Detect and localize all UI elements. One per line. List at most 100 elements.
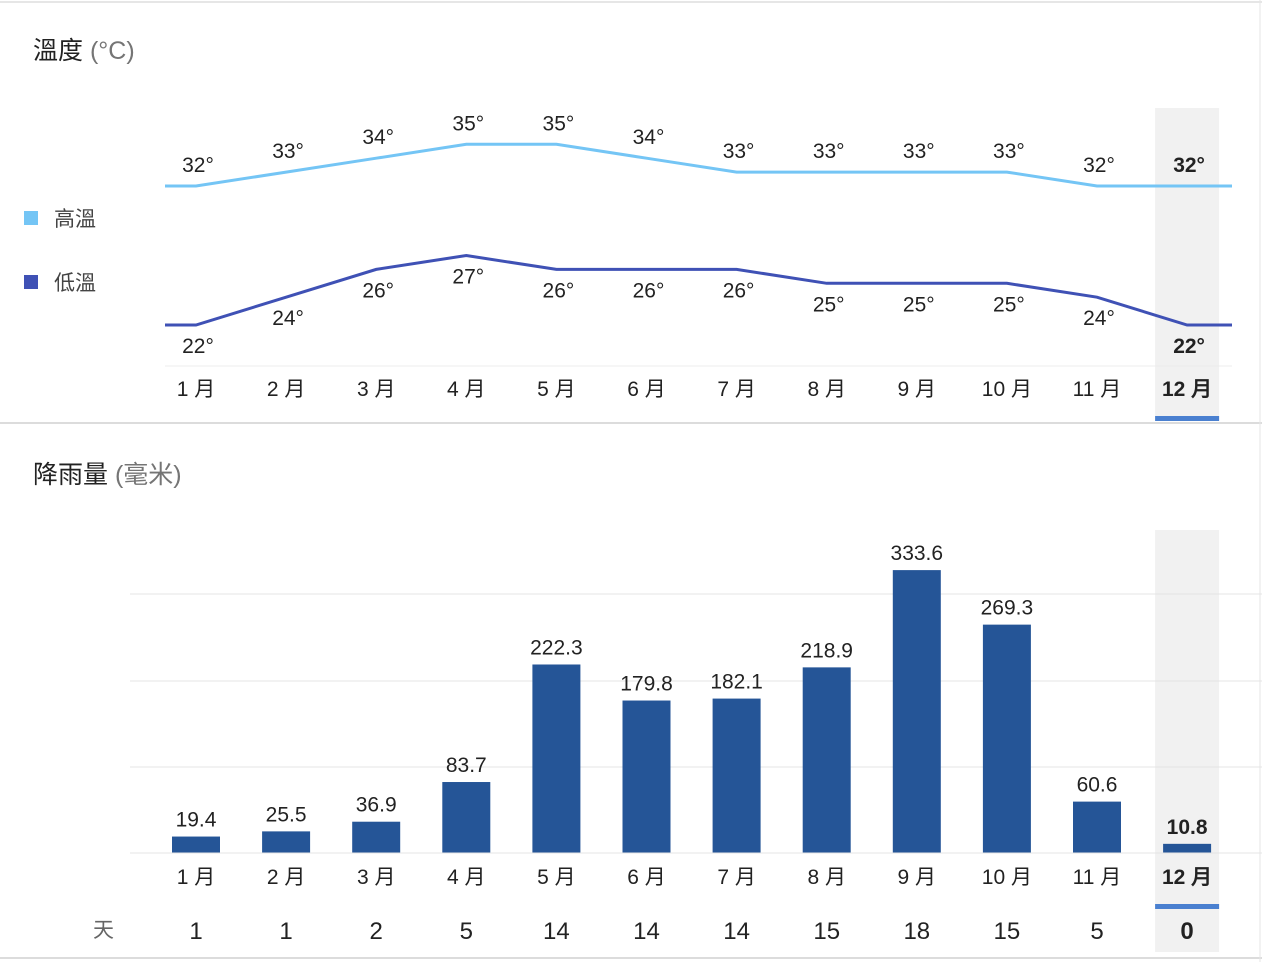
rain-days-value: 14	[633, 918, 660, 945]
x-tick-label: 3 月	[357, 378, 396, 401]
bar-value-label: 218.9	[800, 639, 853, 662]
data-label-high: 34°	[633, 126, 665, 149]
rain-days-value: 15	[813, 918, 840, 945]
x-tick-label: 6 月	[627, 866, 666, 889]
bar-value-label: 333.6	[891, 542, 944, 565]
data-label-high: 33°	[903, 140, 935, 163]
legend-high: 高溫	[24, 203, 96, 233]
bar	[892, 570, 941, 853]
bar-value-label: 10.8	[1167, 816, 1208, 839]
data-label-high: 35°	[543, 112, 575, 135]
bar	[622, 700, 671, 853]
legend-high-swatch	[24, 211, 38, 225]
data-label-low: 25°	[993, 293, 1025, 316]
bar	[172, 836, 220, 853]
x-tick-label: 11 月	[1073, 866, 1122, 889]
x-tick-label: 2 月	[267, 378, 306, 401]
bar-value-label: 182.1	[710, 671, 763, 694]
data-label-high: 32°	[1083, 154, 1115, 177]
bar	[262, 831, 311, 853]
data-label-low: 24°	[272, 307, 304, 330]
highlight-column-temp	[1155, 108, 1220, 420]
bar-value-label: 25.5	[266, 803, 307, 826]
x-tick-label: 11 月	[1073, 378, 1122, 401]
rainfall-title: 降雨量 (毫米)	[33, 455, 182, 491]
bar-value-label: 83.7	[446, 754, 487, 777]
rain-days-value: 5	[460, 918, 473, 945]
data-label-low: 26°	[543, 279, 575, 302]
x-tick-label: 6 月	[627, 378, 666, 401]
data-label-high: 32°	[182, 154, 214, 177]
bar-value-label: 19.4	[176, 809, 217, 832]
bar-value-label: 269.3	[981, 597, 1034, 620]
x-tick-label: 3 月	[357, 866, 396, 889]
legend-low: 低溫	[24, 267, 96, 297]
x-tick-label: 5 月	[537, 378, 576, 401]
data-label-high: 33°	[272, 140, 304, 163]
rain-days-value: 14	[543, 918, 570, 945]
x-tick-label: 7 月	[717, 378, 756, 401]
x-tick-label: 8 月	[807, 378, 846, 401]
bar	[802, 667, 851, 853]
bar	[352, 821, 401, 853]
x-tick-label: 9 月	[898, 378, 937, 401]
highlight-underline-rain	[1155, 904, 1220, 909]
rain-days-value: 5	[1090, 918, 1103, 945]
data-label-low: 26°	[633, 279, 665, 302]
bar	[1073, 801, 1121, 853]
x-tick-label: 9 月	[898, 866, 937, 889]
temperature-unit: (°C)	[89, 37, 135, 65]
x-tick-label: 12 月	[1162, 866, 1212, 889]
rainfall-unit: (毫米)	[114, 461, 182, 489]
data-label-high: 34°	[362, 126, 394, 149]
x-tick-label: 12 月	[1162, 378, 1212, 401]
data-label-high: 33°	[993, 140, 1025, 163]
x-tick-label: 1 月	[177, 378, 216, 401]
data-label-high: 32°	[1173, 154, 1205, 177]
data-label-low: 22°	[1173, 335, 1205, 358]
data-label-low: 24°	[1083, 307, 1115, 330]
x-tick-label: 10 月	[982, 866, 1032, 889]
x-tick-label: 4 月	[447, 378, 486, 401]
data-label-low: 25°	[813, 293, 845, 316]
bar-value-label: 179.8	[620, 673, 673, 696]
legend-low-label: 低溫	[54, 272, 96, 295]
series-line-low	[165, 253, 1232, 327]
highlight-column-rain	[1155, 530, 1220, 952]
data-label-high: 35°	[452, 112, 484, 135]
legend-high-label: 高溫	[54, 208, 96, 231]
x-tick-label: 7 月	[717, 866, 756, 889]
data-label-low: 22°	[182, 335, 214, 358]
rain-days-value: 14	[723, 918, 750, 945]
data-label-low: 26°	[362, 279, 394, 302]
bar	[982, 624, 1031, 853]
days-label: 天	[93, 919, 114, 942]
bar	[532, 664, 581, 853]
rain-days-value: 18	[903, 918, 930, 945]
x-tick-label: 2 月	[267, 866, 306, 889]
rain-days-value: 2	[370, 918, 383, 945]
x-tick-label: 4 月	[447, 866, 486, 889]
highlight-underline-temp	[1155, 416, 1220, 421]
x-tick-label: 5 月	[537, 866, 576, 889]
x-tick-label: 8 月	[807, 866, 846, 889]
bar	[442, 782, 491, 853]
data-label-high: 33°	[723, 140, 755, 163]
rain-days-value: 0	[1180, 918, 1193, 945]
rainfall-title-text: 降雨量	[33, 461, 109, 489]
x-tick-label: 10 月	[982, 378, 1032, 401]
data-label-low: 25°	[903, 293, 935, 316]
bar-value-label: 36.9	[356, 794, 397, 817]
bar-value-label: 222.3	[530, 636, 583, 659]
rain-days-value: 15	[994, 918, 1021, 945]
data-label-low: 26°	[723, 279, 755, 302]
series-line-high	[165, 142, 1232, 188]
temperature-title-text: 溫度	[33, 37, 84, 65]
temperature-title: 溫度 (°C)	[33, 31, 135, 67]
data-label-low: 27°	[452, 266, 484, 289]
legend-low-swatch	[24, 275, 38, 289]
rain-days-value: 1	[279, 918, 292, 945]
x-tick-label: 1 月	[177, 866, 216, 889]
bar-value-label: 60.6	[1077, 774, 1118, 797]
